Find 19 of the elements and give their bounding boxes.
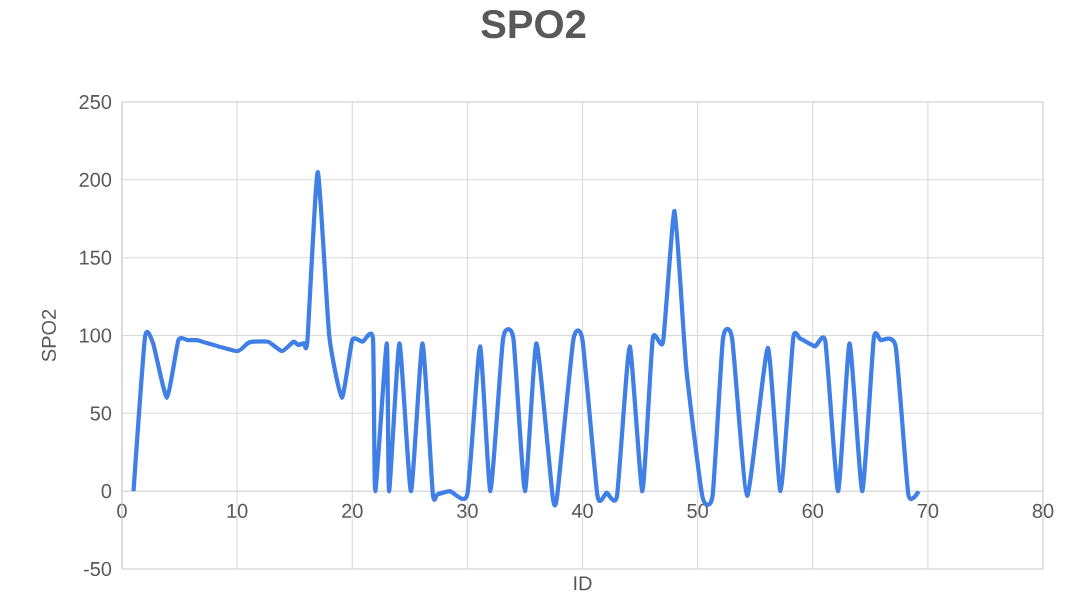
y-tick-label: 100 — [80, 328, 112, 343]
y-tick-label: 150 — [80, 250, 112, 265]
y-tick-label: 50 — [90, 406, 112, 421]
x-tick-label: 0 — [117, 503, 127, 519]
x-axis-title: ID — [574, 576, 592, 591]
y-tick-label: -50 — [83, 561, 112, 577]
x-tick-label: 10 — [227, 503, 248, 519]
x-tick-label: 30 — [457, 503, 478, 519]
y-tick-label: 250 — [79, 94, 112, 110]
x-tick-label: 70 — [917, 503, 939, 519]
x-tick-label: 80 — [1032, 503, 1054, 519]
y-axis-title: SPO2 — [41, 309, 56, 362]
y-tick-label: 200 — [79, 172, 112, 187]
x-tick-label: 50 — [687, 503, 708, 519]
chart-title: SPO2 — [481, 10, 586, 39]
x-tick-label: 40 — [571, 503, 593, 519]
y-tick-label: 0 — [101, 484, 112, 499]
x-tick-label: 20 — [342, 503, 363, 519]
x-tick-label: 60 — [802, 503, 824, 519]
